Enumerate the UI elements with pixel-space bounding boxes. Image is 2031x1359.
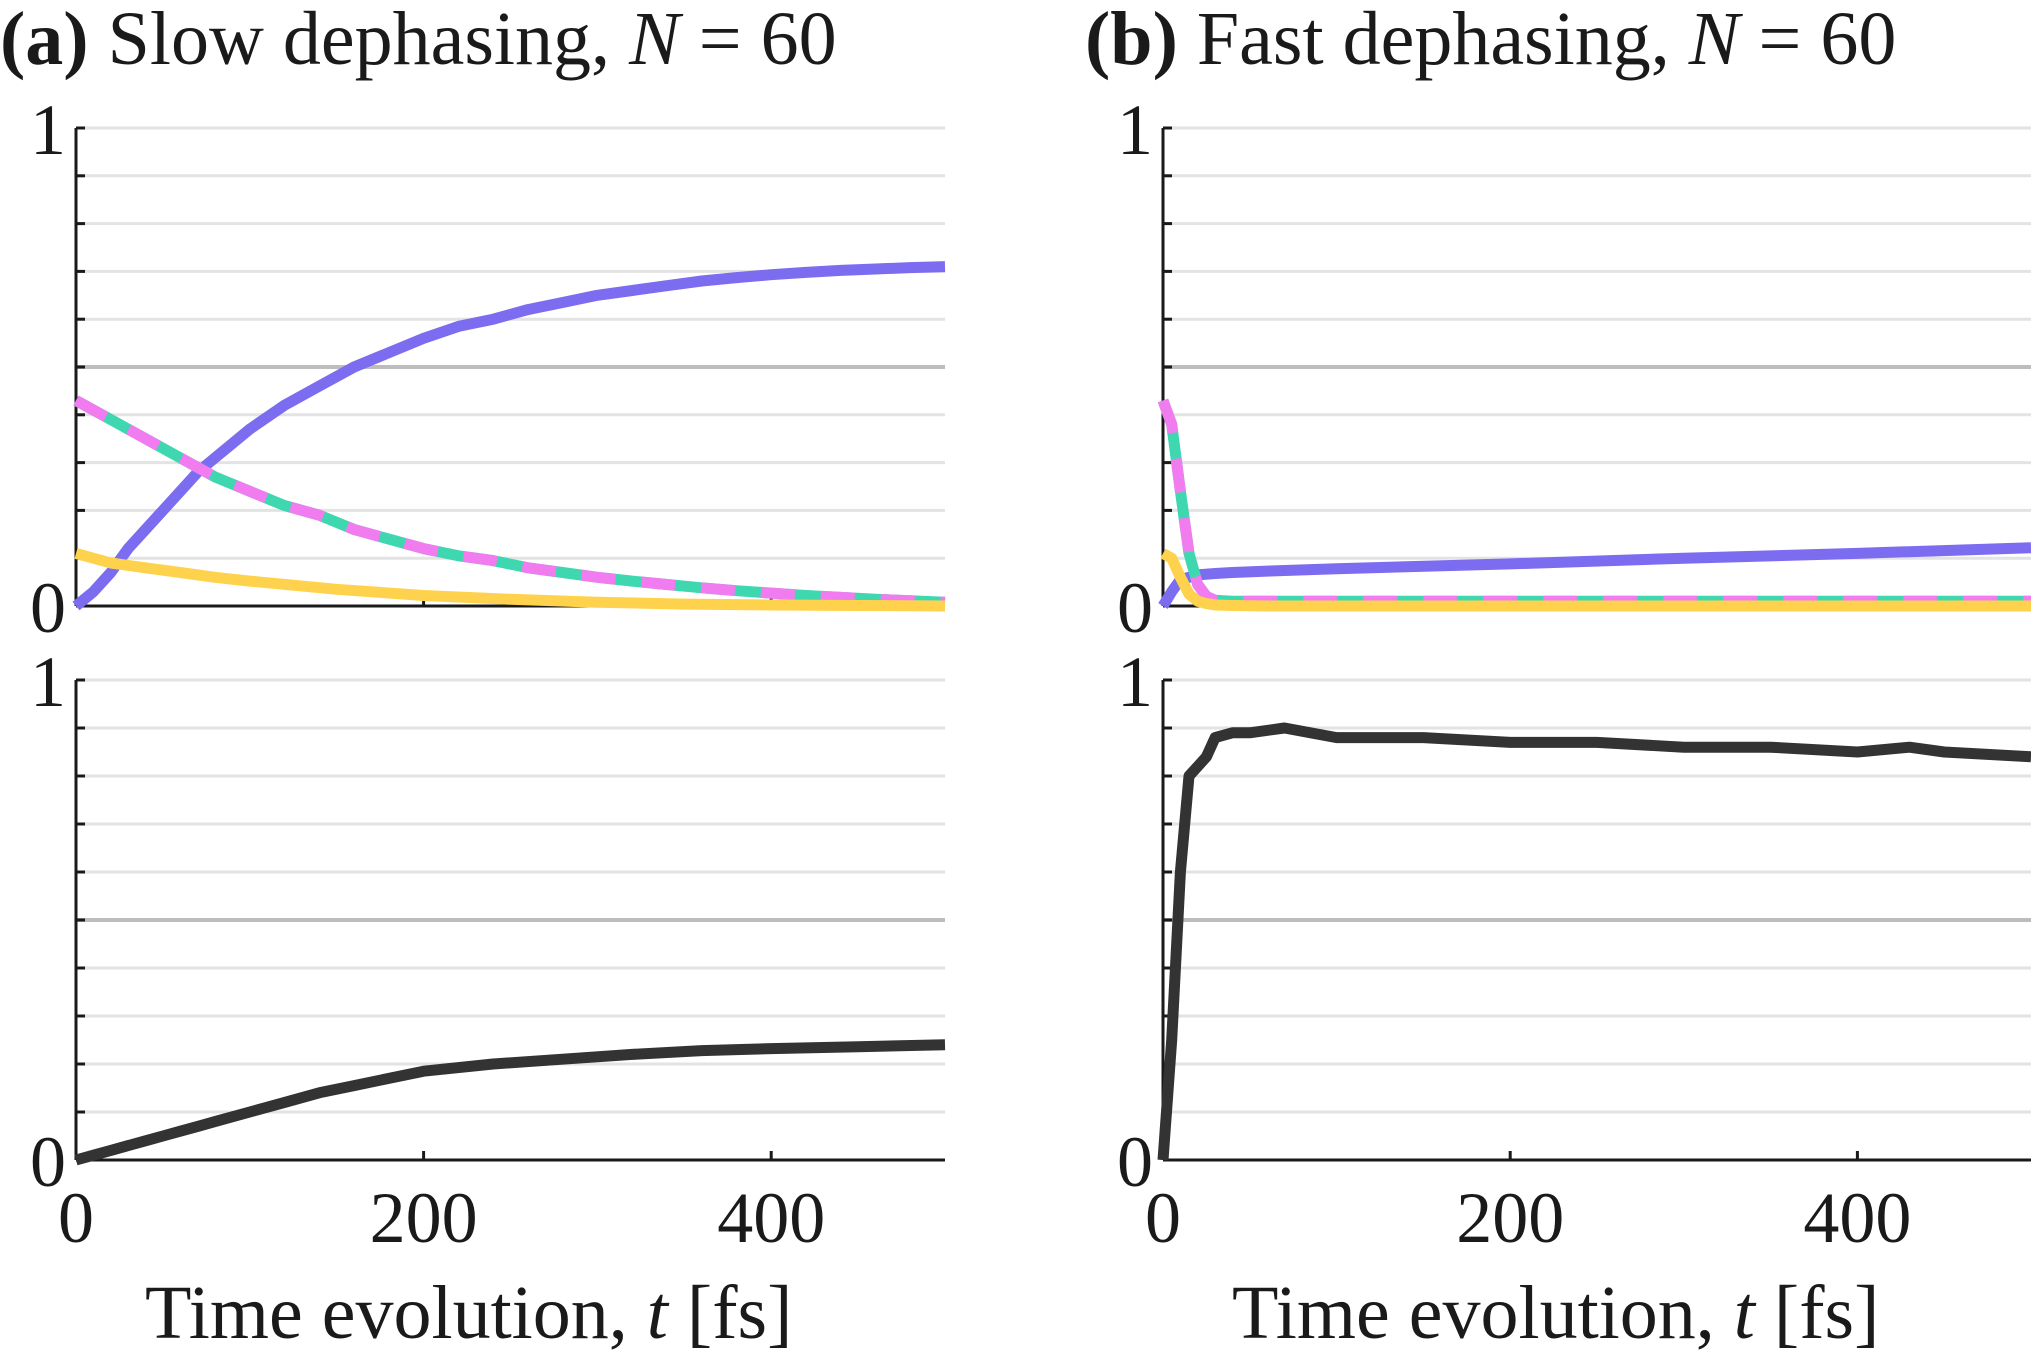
panel-a-title: (a) Slow dephasing, N = 60 [0, 0, 837, 85]
panel-b-xlabel-text: Time evolution, [1232, 1271, 1715, 1355]
b-top-ytick-label-1: 1 [1117, 90, 1153, 170]
a-top-ytick-label-0: 0 [30, 568, 66, 648]
panel-a-n-symbol: N [629, 0, 680, 81]
panel-a-n-value: = 60 [698, 0, 837, 81]
a-top-series-purple [72, 261, 946, 611]
b-bottom-series-black [1157, 722, 2031, 1161]
panel-a-title-text: Slow dephasing, [107, 0, 611, 81]
panel-b-title: (b) Fast dephasing, N = 60 [1085, 0, 1896, 85]
a-top-series-teal [73, 395, 946, 608]
panel-b-n-symbol: N [1688, 0, 1740, 81]
a-top-ytick-label-1: 1 [30, 90, 66, 170]
b-top-series-yellow [1160, 548, 2031, 612]
panel-a-xlabel-unit: [fs] [686, 1271, 793, 1355]
a-top-series-yellow [74, 548, 946, 612]
panel-a-xlabel: Time evolution, t [fs] [145, 1268, 792, 1359]
panel-b-tag: (b) [1085, 0, 1178, 81]
b-bottom-xtick-label-0: 0 [1145, 1178, 1181, 1258]
a-bottom-ytick-label-0: 0 [30, 1122, 66, 1202]
panel-a-tag: (a) [0, 0, 89, 81]
a-bottom-xtick-label-0: 0 [58, 1178, 94, 1258]
panel-b-xlabel: Time evolution, t [fs] [1232, 1268, 1879, 1359]
b-bottom-xtick-label-400: 400 [1803, 1178, 1911, 1258]
panel-b-xlabel-var: t [1733, 1271, 1755, 1355]
b-bottom-xtick-label-200: 200 [1456, 1178, 1564, 1258]
panel-a-xlabel-text: Time evolution, [145, 1271, 628, 1355]
a-bottom-xtick-label-400: 400 [717, 1178, 825, 1258]
a-bottom-xtick-label-200: 200 [370, 1178, 478, 1258]
b-bottom-ytick-label-0: 0 [1117, 1122, 1153, 1202]
panel-b-xlabel-unit: [fs] [1773, 1271, 1880, 1355]
panel-a-xlabel-var: t [646, 1271, 668, 1355]
panel-b-n-value: = 60 [1758, 0, 1897, 81]
b-bottom-ytick-label-1: 1 [1117, 642, 1153, 722]
b-top-ytick-label-0: 0 [1117, 568, 1153, 648]
panel-b-title-text: Fast dephasing, [1196, 0, 1670, 81]
a-bottom-series-black [74, 1039, 946, 1166]
a-bottom-ytick-label-1: 1 [30, 642, 66, 722]
